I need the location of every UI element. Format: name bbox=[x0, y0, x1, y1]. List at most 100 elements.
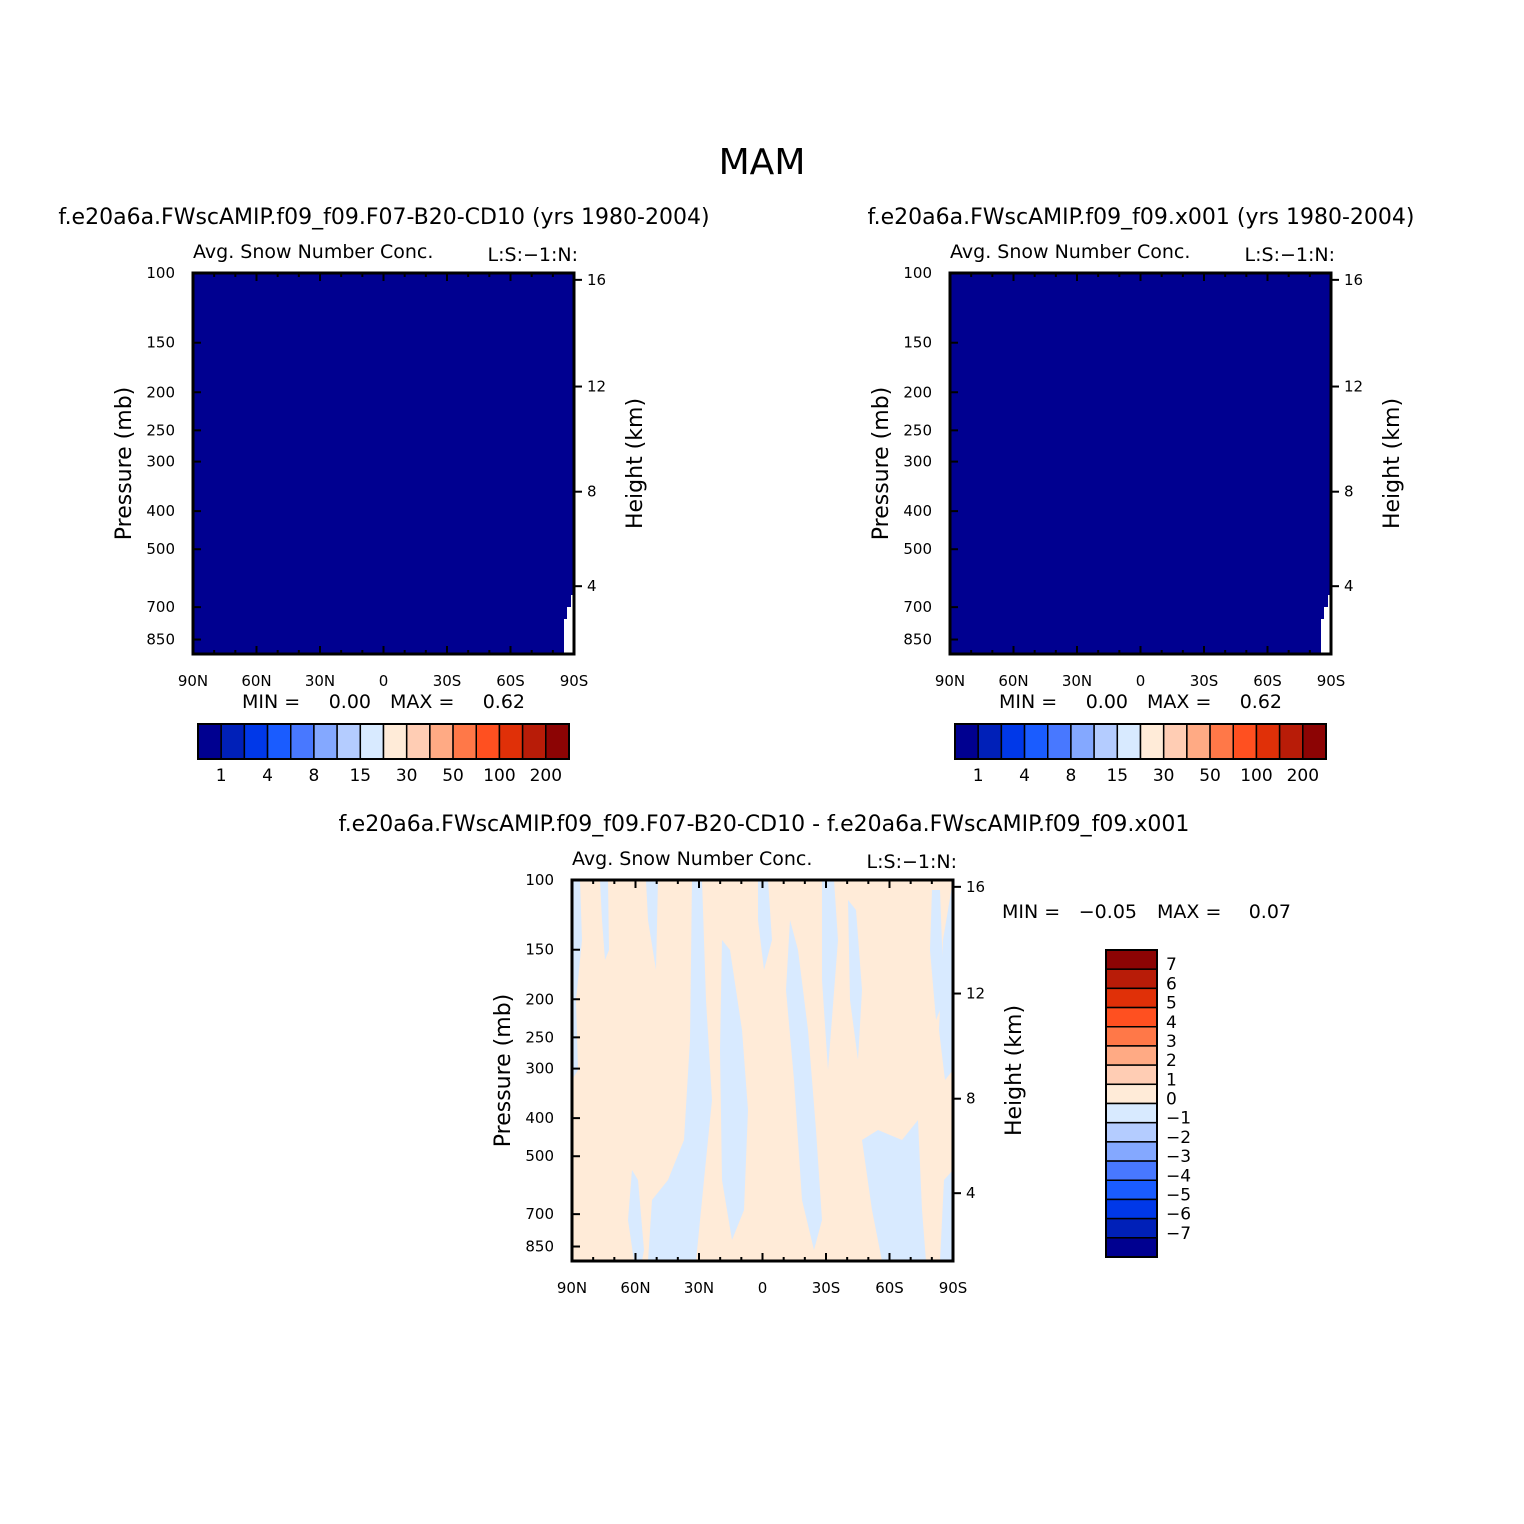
colorbar-box bbox=[266, 723, 292, 760]
colorbar-box bbox=[1047, 723, 1072, 760]
colorbar-box bbox=[1105, 1217, 1158, 1239]
colorbar-label: 1 bbox=[216, 766, 227, 786]
colorbar-box bbox=[220, 723, 246, 760]
colorbar-frame bbox=[1105, 949, 1158, 1258]
colorbar-frame bbox=[197, 723, 570, 760]
min-value: −0.05 bbox=[1079, 901, 1137, 923]
colorbar-label: 30 bbox=[1153, 766, 1175, 786]
colorbar-box bbox=[1105, 1045, 1158, 1066]
case-title: f.e20a6a.FWscAMIP.f09_f09.x001 (yrs 1980… bbox=[867, 205, 1414, 230]
colorbar-box bbox=[1023, 723, 1049, 760]
x-tick-label: 90S bbox=[1317, 672, 1346, 690]
y-tick-label: 500 bbox=[903, 540, 932, 558]
colorbar-label: 2 bbox=[1166, 1051, 1177, 1071]
y-right-tick-label: 4 bbox=[587, 577, 597, 595]
case-title: f.e20a6a.FWscAMIP.f09_f09.F07-B20-CD10 -… bbox=[339, 812, 1190, 837]
colorbar-box bbox=[1105, 1102, 1158, 1124]
field-fill-negative bbox=[720, 940, 748, 1240]
x-tick-label: 90N bbox=[178, 672, 208, 690]
x-tick-label: 0 bbox=[758, 1279, 768, 1297]
colorbar-box bbox=[1209, 723, 1234, 760]
colorbar-box bbox=[1105, 1083, 1158, 1105]
colorbar-box bbox=[197, 723, 222, 760]
y-right-tick-label: 8 bbox=[1344, 483, 1354, 501]
y-right-axis-label: Height (km) bbox=[1002, 1005, 1027, 1136]
y-tick-label: 850 bbox=[146, 631, 175, 649]
field-fill-negative bbox=[848, 900, 862, 1060]
colorbar-label: 15 bbox=[349, 766, 371, 786]
colorbar-label: 4 bbox=[1019, 766, 1030, 786]
y-tick-label: 250 bbox=[903, 421, 932, 439]
colorbar-label: 3 bbox=[1166, 1032, 1177, 1052]
panel-2: f.e20a6a.FWscAMIP.f09_f09.x001 (yrs 1980… bbox=[867, 205, 1414, 786]
min-value: 0.00 bbox=[329, 691, 371, 713]
colorbar-label: 50 bbox=[442, 766, 464, 786]
colorbar-box bbox=[1105, 1237, 1158, 1258]
colorbar-label: 1 bbox=[1166, 1070, 1177, 1090]
plot-title: Avg. Snow Number Conc. bbox=[193, 241, 433, 263]
colorbar-label: −7 bbox=[1166, 1224, 1191, 1244]
colorbar-box bbox=[1105, 1121, 1158, 1143]
colorbar-label: −2 bbox=[1166, 1128, 1191, 1148]
missing-data-region bbox=[564, 595, 574, 654]
figure-title: MAM bbox=[719, 142, 806, 183]
y-right-tick-label: 4 bbox=[1344, 577, 1354, 595]
y-tick-label: 300 bbox=[903, 453, 932, 471]
colorbar-box bbox=[452, 723, 477, 760]
x-tick-label: 90S bbox=[560, 672, 589, 690]
colorbar-label: 50 bbox=[1199, 766, 1221, 786]
colorbar-box bbox=[1116, 723, 1142, 760]
y-tick-label: 400 bbox=[146, 502, 175, 520]
y-tick-label: 700 bbox=[146, 598, 175, 616]
colorbar-label: −1 bbox=[1166, 1109, 1191, 1129]
colorbar-box bbox=[1278, 723, 1304, 760]
field-fill-negative bbox=[939, 880, 953, 1080]
colorbar-box bbox=[545, 723, 570, 760]
x-tick-label: 60S bbox=[1253, 672, 1282, 690]
x-tick-label: 0 bbox=[1136, 672, 1146, 690]
panel-3: f.e20a6a.FWscAMIP.f09_f09.F07-B20-CD10 -… bbox=[339, 812, 1291, 1297]
field-fill-negative bbox=[646, 880, 658, 970]
x-tick-label: 60N bbox=[241, 672, 271, 690]
y-right-axis-label: Height (km) bbox=[1380, 398, 1405, 529]
colorbar-box bbox=[1162, 723, 1188, 760]
colorbar-box bbox=[429, 723, 454, 760]
y-tick-label: 700 bbox=[903, 598, 932, 616]
y-tick-label: 500 bbox=[525, 1147, 554, 1165]
x-tick-label: 30S bbox=[433, 672, 462, 690]
colorbar-box bbox=[313, 723, 338, 760]
colorbar-frame bbox=[954, 723, 1327, 760]
y-tick-label: 300 bbox=[146, 453, 175, 471]
colorbar: 1 4 8 15 30 50 100 200 bbox=[197, 723, 570, 786]
field-fill-negative bbox=[628, 1170, 644, 1261]
max-value: 0.07 bbox=[1249, 901, 1291, 923]
colorbar-box bbox=[1186, 723, 1211, 760]
case-title: f.e20a6a.FWscAMIP.f09_f09.F07-B20-CD10 (… bbox=[58, 205, 709, 230]
colorbar-box bbox=[1105, 1141, 1158, 1162]
colorbar-box bbox=[954, 723, 979, 760]
plot-title-right: L:S:−1:N: bbox=[1245, 244, 1335, 266]
colorbar-label: 4 bbox=[262, 766, 273, 786]
colorbar-label: 1 bbox=[973, 766, 984, 786]
min-value: 0.00 bbox=[1086, 691, 1128, 713]
colorbar-label: 0 bbox=[1166, 1090, 1177, 1110]
x-tick-label: 90N bbox=[935, 672, 965, 690]
x-tick-label: 90N bbox=[557, 1279, 587, 1297]
y-tick-label: 400 bbox=[525, 1109, 554, 1127]
colorbar-label: 7 bbox=[1166, 955, 1177, 975]
x-tick-label: 90S bbox=[939, 1279, 968, 1297]
y-axis-label: Pressure (mb) bbox=[112, 387, 137, 541]
colorbar-box bbox=[1105, 1198, 1158, 1220]
field-fill bbox=[193, 273, 574, 654]
x-tick-label: 60S bbox=[875, 1279, 904, 1297]
colorbar-label: −5 bbox=[1166, 1185, 1191, 1205]
y-tick-label: 200 bbox=[146, 383, 175, 401]
y-right-tick-label: 8 bbox=[587, 483, 597, 501]
x-tick-label: 30S bbox=[812, 1279, 841, 1297]
colorbar-box bbox=[1105, 1006, 1158, 1028]
colorbar-label: 8 bbox=[1066, 766, 1077, 786]
field-fill-negative bbox=[648, 880, 712, 1261]
x-tick-label: 60S bbox=[496, 672, 525, 690]
colorbar-box bbox=[1093, 723, 1119, 760]
